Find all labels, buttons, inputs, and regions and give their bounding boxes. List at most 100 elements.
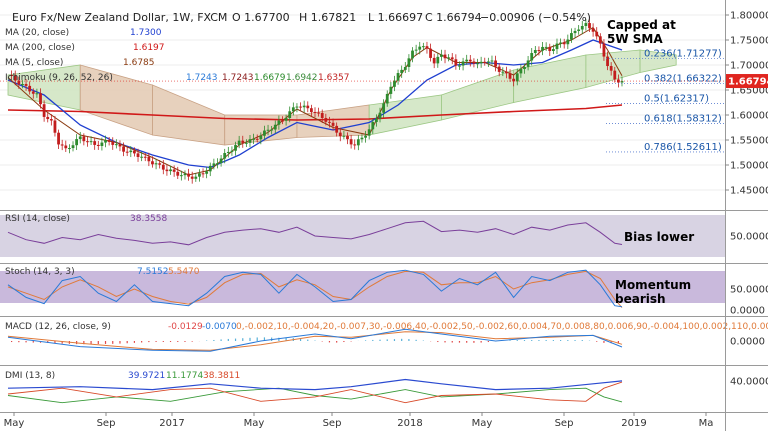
candle-body bbox=[86, 141, 89, 143]
anno-bias: Bias lower bbox=[624, 230, 694, 244]
candle-body bbox=[114, 144, 118, 146]
dmi-adx-value: 39.9721 bbox=[128, 371, 165, 381]
candle-body bbox=[266, 129, 270, 131]
candle-body bbox=[606, 56, 609, 67]
candle-body bbox=[530, 53, 534, 61]
candle-body bbox=[39, 93, 42, 105]
macd-label: MACD (12, 26, close, 9) bbox=[5, 322, 111, 332]
price-tick-label: 1.45000 bbox=[730, 186, 768, 197]
price-tick-label: 1.70000 bbox=[730, 61, 768, 72]
candle-body bbox=[378, 112, 382, 119]
price-tick-label: 1.60000 bbox=[730, 111, 768, 122]
candle-body bbox=[523, 66, 526, 70]
candle-body bbox=[219, 158, 223, 164]
stoch-k-value: 7.5152 bbox=[137, 267, 169, 277]
candle-body bbox=[613, 70, 617, 80]
candle-body bbox=[505, 71, 508, 74]
candle-body bbox=[71, 145, 75, 149]
price-tick-label: 1.55000 bbox=[730, 136, 768, 147]
stoch-pane: Stoch (14, 3, 3) 7.5152 5.5470 bbox=[0, 264, 725, 314]
dmi-plus-value: 11.1774 bbox=[166, 371, 203, 381]
candle-body bbox=[479, 61, 483, 64]
candle-body bbox=[411, 50, 414, 59]
time-label: May bbox=[4, 418, 25, 429]
candle-body bbox=[476, 63, 479, 65]
candle-body bbox=[60, 144, 64, 146]
fib-label: 0.786(1.52611) bbox=[644, 142, 722, 153]
candle-body bbox=[190, 176, 194, 179]
candle-body bbox=[100, 142, 104, 146]
candle-body bbox=[483, 61, 487, 63]
candle-body bbox=[244, 142, 248, 144]
candle-body bbox=[49, 119, 53, 121]
candle-body bbox=[418, 46, 422, 50]
candle-body bbox=[259, 135, 263, 140]
candle-body bbox=[421, 46, 425, 48]
candle-body bbox=[143, 156, 147, 158]
stoch-tick-label: 50.0000 bbox=[730, 285, 768, 296]
candle-body bbox=[551, 49, 555, 52]
candle-body bbox=[241, 140, 245, 143]
candle-body bbox=[588, 23, 591, 29]
candle-body bbox=[295, 106, 299, 108]
ohlc-close: C 1.66794 bbox=[425, 11, 482, 24]
symbol-label: Euro Fx/New Zealand Dollar, 1W, FXCM bbox=[12, 11, 227, 24]
candle-body bbox=[375, 118, 378, 122]
candle-body bbox=[356, 139, 360, 146]
candle-body bbox=[461, 61, 465, 66]
dmi-minus-value: 38.3811 bbox=[203, 371, 240, 381]
candle-body bbox=[331, 122, 335, 126]
candle-body bbox=[42, 104, 46, 117]
candles bbox=[10, 19, 624, 184]
candle-body bbox=[598, 36, 602, 44]
macd-tick-label: 0.0000 bbox=[730, 337, 765, 348]
rsi-pane: RSI (14, close) 38.3558 bbox=[0, 211, 725, 261]
candle-body bbox=[385, 93, 389, 104]
candle-body bbox=[93, 141, 97, 145]
rsi-label: RSI (14, close) bbox=[5, 214, 70, 224]
anno-momentum-2: bearish bbox=[615, 292, 666, 306]
candle-body bbox=[382, 103, 386, 113]
cloud-segment bbox=[639, 49, 677, 73]
ohlc-open: O 1.67700 bbox=[232, 11, 290, 24]
candle-body bbox=[17, 80, 21, 85]
candle-body bbox=[208, 165, 212, 172]
candle-body bbox=[541, 46, 544, 51]
candle-body bbox=[447, 57, 451, 59]
candle-body bbox=[309, 108, 313, 112]
candle-body bbox=[414, 49, 418, 51]
candle-body bbox=[96, 144, 100, 146]
legend-value: 1.6785 bbox=[123, 58, 155, 68]
anno-capped-2: 5W SMA bbox=[607, 32, 663, 46]
dmi-plus-line bbox=[7, 387, 623, 404]
candle-body bbox=[450, 57, 454, 60]
candle-body bbox=[161, 164, 165, 170]
candle-body bbox=[595, 31, 599, 37]
candle-body bbox=[281, 120, 284, 122]
candle-body bbox=[205, 171, 209, 174]
candle-body bbox=[360, 137, 364, 140]
candle-body bbox=[436, 56, 440, 64]
legend-value: 1.7300 bbox=[130, 28, 162, 38]
rsi-line bbox=[7, 220, 623, 246]
time-label: May bbox=[244, 418, 265, 429]
candle-body bbox=[201, 173, 205, 175]
rsi-tick-label: 50.0000 bbox=[730, 232, 768, 243]
candle-body bbox=[111, 141, 115, 145]
candle-body bbox=[371, 121, 375, 130]
dmi-lines: DMI (13, 8) 39.9721 11.1774 38.3811 bbox=[5, 371, 623, 404]
candle-body bbox=[31, 91, 35, 94]
candle-body bbox=[302, 105, 306, 108]
time-label: Sep bbox=[97, 418, 116, 429]
candle-body bbox=[57, 132, 60, 145]
candle-body bbox=[284, 117, 288, 121]
legend-label: MA (20, close) bbox=[5, 28, 69, 38]
candle-body bbox=[277, 120, 281, 125]
candle-body bbox=[367, 129, 371, 136]
candle-body bbox=[68, 148, 71, 150]
candle-body bbox=[82, 136, 86, 142]
candle-body bbox=[313, 111, 317, 113]
